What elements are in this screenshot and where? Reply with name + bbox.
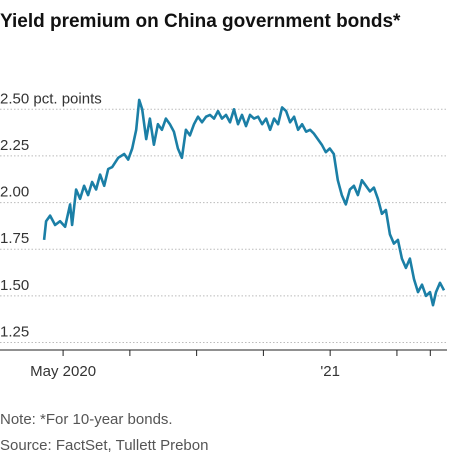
y-tick-label: 2.25 xyxy=(0,137,29,154)
y-tick-label: 1.25 xyxy=(0,324,29,341)
y-tick-label: 1.75 xyxy=(0,230,29,247)
data-line xyxy=(42,98,446,307)
note: Note: *For 10-year bonds. xyxy=(0,411,173,428)
chart-title: Yield premium on China government bonds* xyxy=(0,11,401,32)
y-tick-label: 2.00 xyxy=(0,184,29,201)
y-tick-label: 1.50 xyxy=(0,277,29,294)
source: Source: FactSet, Tullett Prebon xyxy=(0,437,208,454)
x-tick-label: '21 xyxy=(320,363,340,380)
x-tick-label: May 2020 xyxy=(30,363,96,380)
y-tick-label: 2.50 pct. points xyxy=(0,90,102,107)
